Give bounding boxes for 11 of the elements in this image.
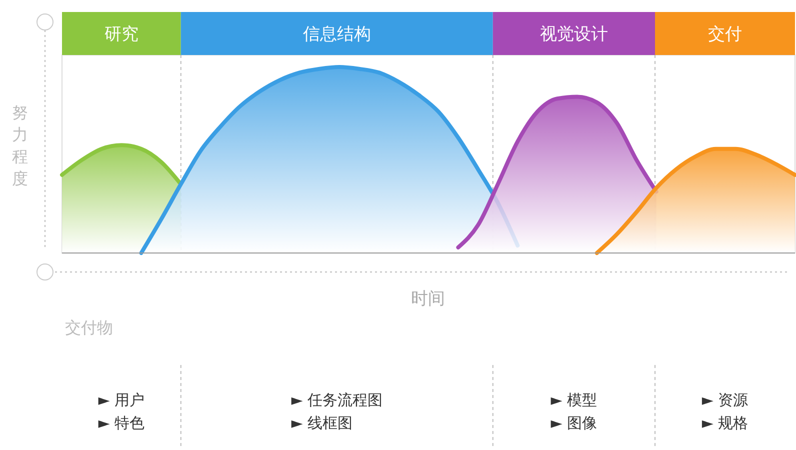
- text: 交付: [708, 24, 742, 44]
- text: ► 任务流程图 ► 线框图: [291, 391, 383, 432]
- text: 视觉设计: [540, 24, 608, 44]
- x-axis-title: 时间: [411, 289, 445, 309]
- text: ► 用户 ► 特色: [98, 391, 145, 432]
- series-label: 信息结构: [302, 24, 371, 44]
- y-axis-title: 努力程度: [12, 103, 28, 188]
- text: ► 资源 ► 规格: [702, 391, 748, 432]
- text: 研究: [104, 24, 138, 44]
- text: ► 模型 ► 图像: [550, 391, 598, 432]
- text: 交付物: [65, 318, 113, 337]
